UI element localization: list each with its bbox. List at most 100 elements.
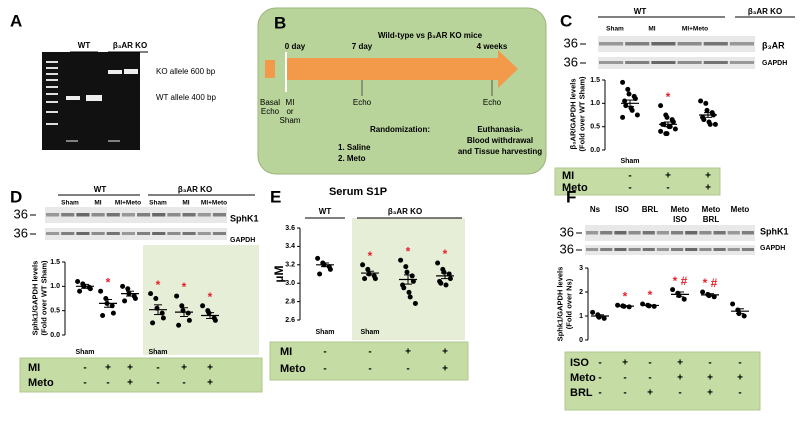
data-point xyxy=(366,271,372,277)
data-point xyxy=(625,86,631,92)
blot-band xyxy=(741,231,754,235)
arm: 1. Saline xyxy=(338,143,371,152)
blot-band xyxy=(729,42,754,46)
significance: * xyxy=(406,244,411,258)
data-point xyxy=(360,262,366,268)
treatment-cell: - xyxy=(678,388,681,399)
blot-band xyxy=(713,231,726,235)
error-bar xyxy=(626,99,634,108)
group-name: Sham xyxy=(75,349,94,356)
blot-band xyxy=(91,232,105,235)
mw-marker: 36 xyxy=(560,241,574,256)
blot-band xyxy=(656,248,669,251)
blot-band xyxy=(727,231,740,235)
endpoint: Blood withdrawal xyxy=(467,136,533,145)
y-axis-label: µM xyxy=(272,266,286,283)
lane-label: MI xyxy=(94,200,101,207)
blot-band xyxy=(614,231,627,235)
blot-band xyxy=(677,61,702,64)
event-label: Echo xyxy=(353,98,372,107)
blot-band xyxy=(106,213,120,217)
treatment-cell: - xyxy=(156,363,159,374)
y-tick-label: 1.0 xyxy=(50,283,60,290)
mw-marker: 36 xyxy=(14,225,28,240)
gel-lane-label: β₃AR KO xyxy=(113,41,147,50)
blot-band xyxy=(625,42,650,46)
treatment-cell: - xyxy=(323,364,326,375)
error-bar xyxy=(104,298,112,308)
treatment-cell: - xyxy=(648,373,651,384)
treatment-cell: - xyxy=(598,388,601,399)
treatment-cell: - xyxy=(323,347,326,358)
data-point xyxy=(412,300,418,306)
blot-band xyxy=(152,232,166,235)
blot-strip xyxy=(45,207,227,223)
treatment-cell: + xyxy=(737,373,743,384)
panel-label: D xyxy=(10,187,22,206)
error-bar xyxy=(81,283,89,289)
data-point xyxy=(212,317,218,323)
blot-band xyxy=(600,231,613,235)
event-label: Echo xyxy=(483,98,502,107)
data-point xyxy=(100,313,106,319)
treatment-cell: + xyxy=(707,373,713,384)
blot-band xyxy=(600,248,613,251)
treatment-cell: - xyxy=(106,378,109,389)
blot-band xyxy=(628,231,641,235)
significance: * xyxy=(443,247,448,261)
data-point xyxy=(658,128,664,134)
significance: * xyxy=(648,288,653,302)
data-point xyxy=(698,98,704,104)
treatment-name: Meto xyxy=(562,182,588,194)
y-axis-label: Sphk1/GAPDH levels (Fold over WT Sham) xyxy=(30,260,48,336)
treatment-name: MI xyxy=(562,170,574,182)
treatment-cell: + xyxy=(207,378,213,389)
band-label: KO allele 600 bp xyxy=(156,67,216,76)
blot-band xyxy=(677,42,702,46)
error-bar xyxy=(126,290,134,297)
data-point xyxy=(590,309,596,315)
mw-marker: 36 xyxy=(14,206,28,221)
y-tick-label: 3.2 xyxy=(285,262,295,269)
group-header: WT xyxy=(319,207,332,216)
protein-label: GAPDH xyxy=(230,237,255,244)
mw-marker: 36 xyxy=(564,35,578,50)
y-axis-label-line: β₃AR/GAPDH levels xyxy=(568,79,577,150)
data-point xyxy=(404,269,410,275)
data-point xyxy=(707,121,713,127)
data-point xyxy=(704,107,710,113)
y-tick-label: 0.0 xyxy=(590,147,600,154)
blot-band xyxy=(212,232,226,235)
event-label: Echo xyxy=(261,107,280,116)
data-point xyxy=(629,107,635,113)
blot-band xyxy=(651,61,676,64)
treatment-cell: + xyxy=(442,347,448,358)
error-bar xyxy=(321,262,329,268)
data-point xyxy=(327,266,333,272)
treatment-cell: + xyxy=(705,171,711,182)
data-point xyxy=(438,280,444,286)
blot-band xyxy=(212,213,226,217)
data-point xyxy=(153,296,159,301)
blot-band xyxy=(91,213,105,217)
blot-band xyxy=(61,232,75,235)
treatment-cell: + xyxy=(442,364,448,375)
blot-band xyxy=(61,213,75,217)
blot-band xyxy=(642,231,655,235)
chart-title: Serum S1P xyxy=(329,186,387,198)
error-bar xyxy=(646,304,654,307)
blot-band xyxy=(685,231,698,235)
panel-label: E xyxy=(270,187,281,206)
data-point xyxy=(741,313,747,319)
timepoint: 4 weeks xyxy=(477,42,508,51)
data-point xyxy=(125,286,131,292)
error-bar xyxy=(706,293,714,297)
timeline-title: Wild-type vs β₃AR KO mice xyxy=(378,31,483,40)
lane-label: BRL xyxy=(642,205,659,214)
panel-label: B xyxy=(274,13,286,32)
data-point xyxy=(98,288,104,294)
treatment-band xyxy=(564,351,761,411)
group-header: β₃AR KO xyxy=(748,7,782,16)
significance: * xyxy=(208,290,213,304)
